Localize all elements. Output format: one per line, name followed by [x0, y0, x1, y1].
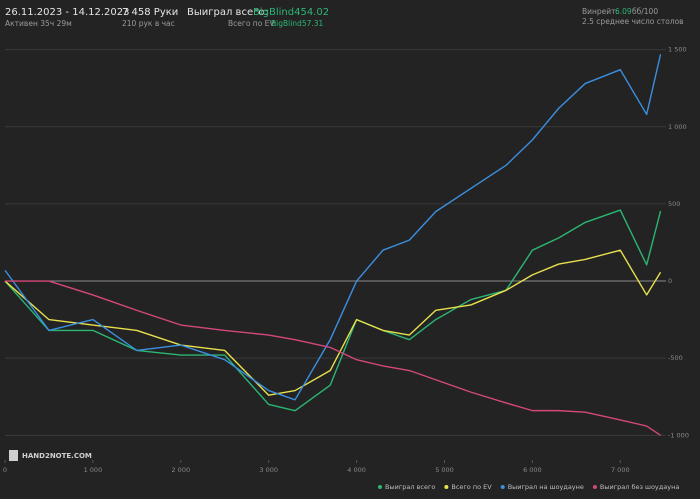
y-tick-label: -1 000 [668, 431, 689, 439]
y-tick-label: 500 [668, 200, 680, 208]
series-line [5, 280, 661, 436]
x-tick-label: 7 000 [611, 466, 630, 474]
won-label: Выиграл всего: [187, 7, 268, 18]
legend-swatch [592, 485, 597, 489]
series-line [4, 249, 662, 396]
won-value: BigBlind454.02 [253, 7, 329, 18]
legend-swatch [500, 485, 505, 489]
active: Активен 35ч 29м [5, 19, 72, 28]
legend-label: Выиграл на шоудауне [508, 483, 584, 491]
logo: HAND2NOTE.COM [22, 452, 92, 460]
x-tick-label: 2 000 [171, 466, 190, 474]
winrate-value: 6.09 [615, 7, 632, 16]
legend-label: Всего по EV [451, 483, 492, 491]
legend-label: Выиграл без шоудауна [600, 483, 679, 491]
x-tick-label: 6 000 [523, 466, 542, 474]
legend-label: Выиграл всего [385, 483, 435, 491]
y-tick-label: -500 [668, 354, 683, 362]
logo-icon [9, 450, 18, 461]
legend-swatch [378, 485, 382, 489]
x-tick-label: 5 000 [435, 466, 454, 474]
y-tick-label: 1 500 [668, 46, 687, 54]
legend-swatch [444, 485, 449, 489]
x-tick-label: 0 [3, 466, 7, 474]
x-tick-label: 4 000 [347, 466, 366, 474]
y-tick-label: 0 [668, 277, 672, 285]
period: 26.11.2023 - 14.12.2023 [5, 7, 129, 18]
x-tick-label: 3 000 [259, 466, 278, 474]
ev-label: Всего по EV: [228, 19, 276, 28]
hands-per-hour: 210 рук в час [122, 19, 175, 28]
hands: 7 458 Руки [122, 7, 178, 18]
ev-value: BigBlind57.31 [271, 19, 324, 28]
x-tick-label: 1 000 [84, 466, 103, 474]
series-line [4, 54, 662, 401]
y-tick-label: 1 000 [668, 123, 687, 131]
winrate-unit: бб/100 [632, 7, 658, 16]
winrate-label: Винрейт: [582, 7, 618, 16]
tables: 2.5 среднее число столов [582, 17, 684, 26]
